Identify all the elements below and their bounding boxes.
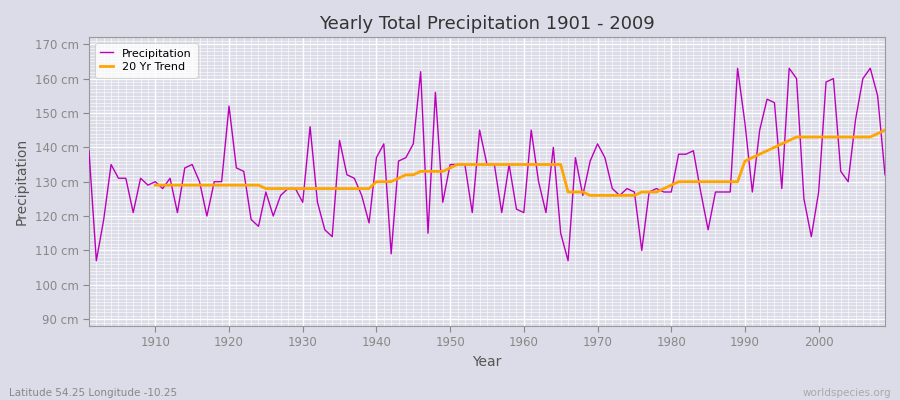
Y-axis label: Precipitation: Precipitation <box>15 138 29 225</box>
Text: worldspecies.org: worldspecies.org <box>803 388 891 398</box>
20 Yr Trend <box>526 162 536 167</box>
Legend: Precipitation, 20 Yr Trend: Precipitation, 20 Yr Trend <box>94 43 198 78</box>
20 Yr Trend <box>320 186 330 191</box>
Precipitation <box>150 179 161 184</box>
Precipitation <box>91 258 102 263</box>
20 Yr Trend <box>585 193 596 198</box>
Text: Latitude 54.25 Longitude -10.25: Latitude 54.25 Longitude -10.25 <box>9 388 177 398</box>
20 Yr Trend <box>290 186 301 191</box>
20 Yr Trend <box>150 183 161 188</box>
Precipitation <box>526 128 536 132</box>
Precipitation <box>356 193 367 198</box>
Precipitation <box>733 66 743 71</box>
Line: Precipitation: Precipitation <box>89 68 885 261</box>
Precipitation <box>312 200 323 205</box>
Line: 20 Yr Trend: 20 Yr Trend <box>156 130 885 196</box>
20 Yr Trend <box>879 128 890 132</box>
Precipitation <box>84 148 94 153</box>
20 Yr Trend <box>592 193 603 198</box>
Precipitation <box>879 172 890 177</box>
Title: Yearly Total Precipitation 1901 - 2009: Yearly Total Precipitation 1901 - 2009 <box>320 15 655 33</box>
Precipitation <box>518 210 529 215</box>
Precipitation <box>615 193 626 198</box>
X-axis label: Year: Year <box>472 355 501 369</box>
20 Yr Trend <box>850 135 861 140</box>
20 Yr Trend <box>828 135 839 140</box>
